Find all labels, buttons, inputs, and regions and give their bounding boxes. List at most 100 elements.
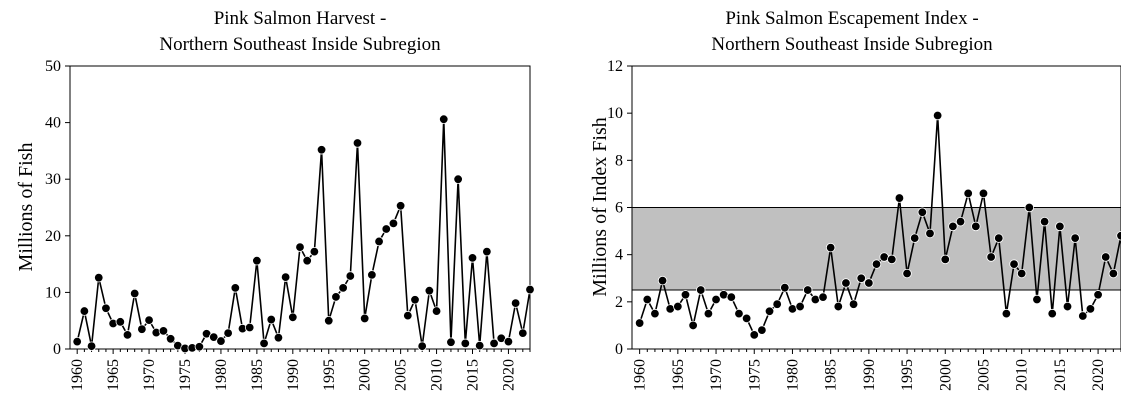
escapement-data-point [871, 259, 882, 269]
escapement-data-point [1001, 308, 1012, 319]
escapement-data-point [864, 278, 874, 288]
harvest-data-point [403, 310, 413, 321]
escapement-data-point [932, 110, 943, 121]
harvest-data-point [165, 334, 176, 344]
harvest-data-point [86, 341, 97, 351]
harvest-data-point [331, 292, 341, 302]
harvest-data-point [474, 340, 485, 351]
harvest-data-point [388, 218, 399, 229]
harvest-xtick-label: 2015 [465, 359, 482, 391]
harvest-chart-svg: 0 10 20 30 40 50 1960 1965 1970 1975 1980 1985 1990 1… [15, 58, 535, 391]
escapement-data-point [757, 325, 767, 335]
harvest-data-point [244, 322, 255, 333]
harvest-data-point [424, 286, 435, 296]
harvest-series-line [76, 119, 531, 350]
harvest-data-point [417, 341, 427, 351]
escapement-title-line1: Pink Salmon Escapement Index - [725, 8, 979, 29]
harvest-data-point [280, 272, 291, 282]
escapement-chart-svg: 0 2 4 6 8 10 12 1960 1965 1970 1975 1980 1985 1990 199… [589, 58, 1121, 391]
escapement-data-point [680, 290, 691, 300]
harvest-xtick-label: 1975 [177, 359, 194, 391]
escapement-data-point [971, 221, 981, 232]
escapement-xtick-label: 1975 [746, 359, 763, 391]
escapement-ytick-label: 6 [615, 200, 623, 217]
harvest-data-point [252, 256, 262, 266]
escapement-data-point [642, 294, 652, 305]
harvest-data-point [122, 330, 133, 340]
harvest-data-point [94, 272, 104, 283]
escapement-ytick-label: 0 [615, 341, 623, 358]
harvest-xtick-label: 1995 [321, 359, 338, 391]
harvest-data-point [395, 201, 406, 211]
escapement-ytick-label: 12 [607, 58, 623, 75]
harvest-data-point [302, 256, 312, 266]
harvest-data-point [467, 253, 478, 263]
harvest-data-point [374, 236, 384, 247]
harvest-data-point [115, 317, 126, 327]
escapement-data-point [764, 306, 775, 316]
harvest-data-point [144, 315, 154, 325]
escapement-data-point [772, 299, 782, 309]
escapement-xtick-label: 2015 [1052, 359, 1069, 391]
escapement-xtick-label: 1985 [823, 359, 840, 391]
escapement-data-point [1039, 216, 1050, 227]
harvest-ytick-label: 40 [45, 115, 61, 132]
escapement-data-point [887, 254, 897, 265]
harvest-data-point [439, 114, 449, 124]
harvest-ytick-label: 50 [45, 58, 61, 75]
escapement-xtick-label: 1970 [708, 359, 725, 391]
escapement-data-point [978, 188, 989, 199]
harvest-data-point [453, 174, 463, 184]
escapement-data-point [711, 294, 721, 305]
escapement-data-point [703, 308, 714, 319]
harvest-data-point [316, 145, 327, 155]
escapement-xtick-label: 2020 [1090, 359, 1107, 391]
harvest-xtick-label: 2000 [357, 359, 374, 391]
harvest-xtick-label: 2020 [500, 359, 517, 391]
harvest-data-point [359, 313, 370, 324]
escapement-data-point [833, 301, 843, 312]
harvest-xtick-label: 1985 [249, 359, 266, 391]
escapement-data-point [1024, 202, 1035, 213]
escapement-data-point [1047, 308, 1057, 319]
escapement-data-point [955, 216, 966, 227]
escapement-data-point [894, 193, 905, 203]
harvest-xtick-label: 1960 [69, 359, 86, 391]
harvest-data-point [209, 332, 219, 342]
escapement-data-point [726, 292, 737, 302]
harvest-data-point [352, 138, 363, 148]
escapement-xtick-label: 1965 [670, 359, 687, 391]
escapement-data-point [1101, 252, 1111, 262]
escapement-data-point [994, 233, 1004, 243]
harvest-data-point [266, 314, 276, 325]
harvest-data-point [324, 316, 334, 326]
escapement-ytick-label: 10 [607, 105, 623, 122]
escapement-data-point [673, 301, 683, 312]
escapement-xtick-label: 1960 [632, 359, 649, 391]
harvest-ylabel: Millions of Fish [15, 143, 37, 272]
escapement-data-point [1085, 304, 1096, 314]
harvest-data-point [158, 326, 169, 336]
escapement-xtick-label: 2005 [975, 359, 992, 391]
harvest-data-point [230, 283, 241, 293]
escapement-data-point [848, 299, 859, 309]
escapement-ytick-label: 8 [615, 152, 623, 169]
escapement-data-point [1116, 231, 1121, 241]
escapement-data-point [917, 207, 928, 217]
harvest-data-point [338, 283, 348, 293]
escapement-data-point [1108, 268, 1119, 279]
escapement-data-point [1016, 268, 1027, 279]
escapement-data-point [910, 233, 920, 243]
escapement-data-point [1093, 290, 1103, 300]
escapement-xtick-label: 2000 [937, 359, 954, 391]
harvest-data-point [482, 246, 492, 257]
harvest-data-point [129, 288, 140, 299]
harvest-data-point [460, 338, 471, 349]
harvest-title-line1: Pink Salmon Harvest - [213, 8, 387, 29]
harvest-data-point [216, 336, 226, 346]
harvest-xtick-label: 2010 [429, 359, 446, 391]
harvest-data-point [503, 336, 514, 347]
escapement-data-point [634, 318, 645, 328]
escapement-data-point [818, 292, 828, 302]
escapement-data-point [696, 285, 706, 295]
